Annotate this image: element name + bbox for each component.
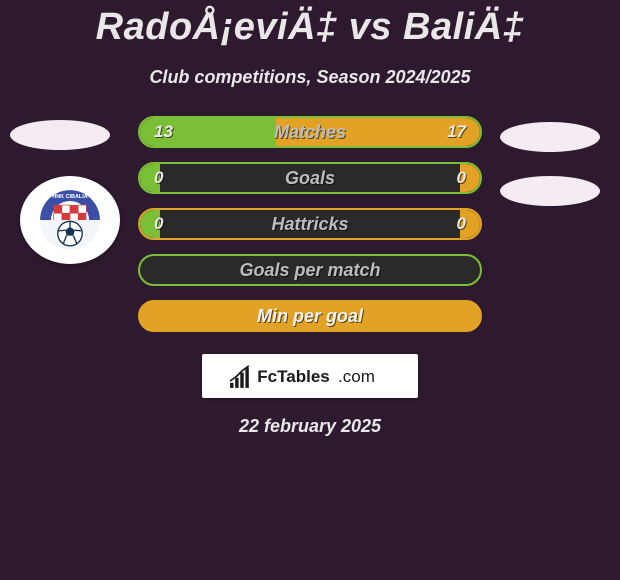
page-subtitle: Club competitions, Season 2024/2025 bbox=[0, 67, 620, 88]
stat-val-right: 0 bbox=[457, 168, 466, 188]
svg-text:FcTables: FcTables bbox=[257, 367, 329, 386]
stat-label: Matches bbox=[140, 122, 480, 143]
stat-label: Hattricks bbox=[140, 214, 480, 235]
stat-row-goals: 0 Goals 0 bbox=[138, 162, 482, 194]
stat-row-gpm: Goals per match bbox=[138, 254, 482, 286]
page-title: RadoÅ¡eviÄ‡ vs BaliÄ‡ bbox=[0, 0, 620, 49]
stat-label: Min per goal bbox=[257, 306, 363, 327]
fctables-badge[interactable]: FcTables .com bbox=[202, 354, 418, 398]
date-label: 22 february 2025 bbox=[0, 416, 620, 437]
team1-crest: HNK CIBALIA bbox=[20, 176, 120, 264]
stat-label: Goals per match bbox=[239, 260, 380, 281]
svg-text:HNK CIBALIA: HNK CIBALIA bbox=[52, 194, 87, 200]
stat-label: Goals bbox=[140, 168, 480, 189]
stat-row-matches: 13 Matches 17 bbox=[138, 116, 482, 148]
player2-slot bbox=[500, 122, 600, 152]
team2-crest-slot bbox=[500, 176, 600, 206]
player1-slot bbox=[10, 120, 110, 150]
stat-row-hattricks: 0 Hattricks 0 bbox=[138, 208, 482, 240]
stat-val-right: 17 bbox=[447, 122, 466, 142]
stat-row-mpg: Min per goal bbox=[138, 300, 482, 332]
svg-text:.com: .com bbox=[338, 367, 375, 386]
stat-val-right: 0 bbox=[457, 214, 466, 234]
